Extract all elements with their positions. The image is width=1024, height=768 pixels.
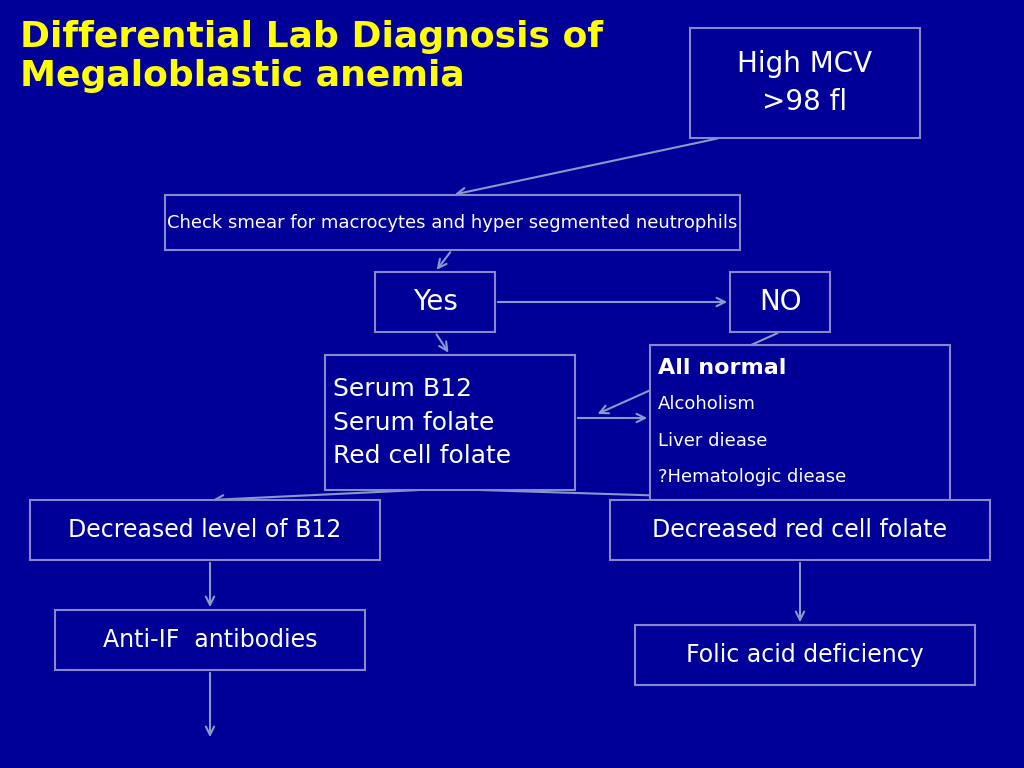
Text: Alcoholism: Alcoholism [658,396,756,413]
Bar [635,625,975,685]
Text: Anti-IF  antibodies: Anti-IF antibodies [102,628,317,652]
Text: Differential Lab Diagnosis of
Megaloblastic anemia: Differential Lab Diagnosis of Megaloblas… [20,20,603,94]
Text: All normal: All normal [658,359,786,379]
Text: NO: NO [759,288,801,316]
Bar [730,272,830,332]
Bar [690,28,920,138]
Text: Check smear for macrocytes and hyper segmented neutrophils: Check smear for macrocytes and hyper seg… [167,214,737,231]
Bar [375,272,495,332]
Bar [650,345,950,500]
Text: Yes: Yes [413,288,458,316]
Bar [55,610,365,670]
Text: Decreased red cell folate: Decreased red cell folate [652,518,947,542]
Text: High MCV
>98 fl: High MCV >98 fl [737,49,872,117]
Bar [610,500,990,560]
Text: Serum B12
Serum folate
Red cell folate: Serum B12 Serum folate Red cell folate [333,377,511,468]
Text: Decreased level of B12: Decreased level of B12 [69,518,342,542]
Bar [30,500,380,560]
Text: Folic acid deficiency: Folic acid deficiency [686,643,924,667]
Bar [165,195,740,250]
Bar [325,355,575,490]
Text: ?Hematologic diease: ?Hematologic diease [658,468,846,485]
Text: Liver diease: Liver diease [658,432,767,449]
